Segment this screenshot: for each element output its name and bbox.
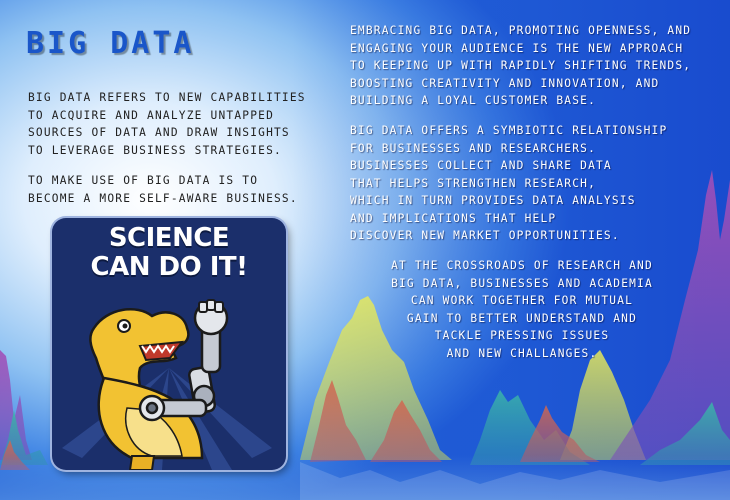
- science-poster: SCIENCE CAN DO IT!: [52, 218, 286, 470]
- left-paragraph-self-aware: TO MAKE USE OF BIG DATA IS TO BECOME A M…: [28, 174, 298, 205]
- right-paragraph-embracing: EMBRACING BIG DATA, PROMOTING OPENNESS, …: [350, 24, 692, 107]
- wave-teal-far-right: [640, 402, 730, 465]
- t-rex-robot-arm-icon: [62, 299, 272, 470]
- left-paragraph-definition: BIG DATA REFERS TO NEW CAPABILITIES TO A…: [28, 91, 306, 157]
- wave-purple-left: [0, 350, 32, 460]
- page-title: BIG DATA: [26, 26, 195, 61]
- wave-red-center: [370, 400, 442, 462]
- right-paragraph-crossroads: AT THE CROSSROADS OF RESEARCH AND BIG DA…: [391, 259, 653, 360]
- wave-reflection: [300, 462, 730, 500]
- right-paragraph-symbiotic: BIG DATA OFFERS A SYMBIOTIC RELATIONSHIP…: [350, 124, 668, 242]
- wave-red-right: [520, 405, 600, 462]
- wave-purple-right: [610, 170, 730, 460]
- wave-red-left: [310, 380, 366, 462]
- wave-yellow-right: [560, 350, 646, 460]
- poster-headline: SCIENCE CAN DO IT!: [90, 223, 248, 282]
